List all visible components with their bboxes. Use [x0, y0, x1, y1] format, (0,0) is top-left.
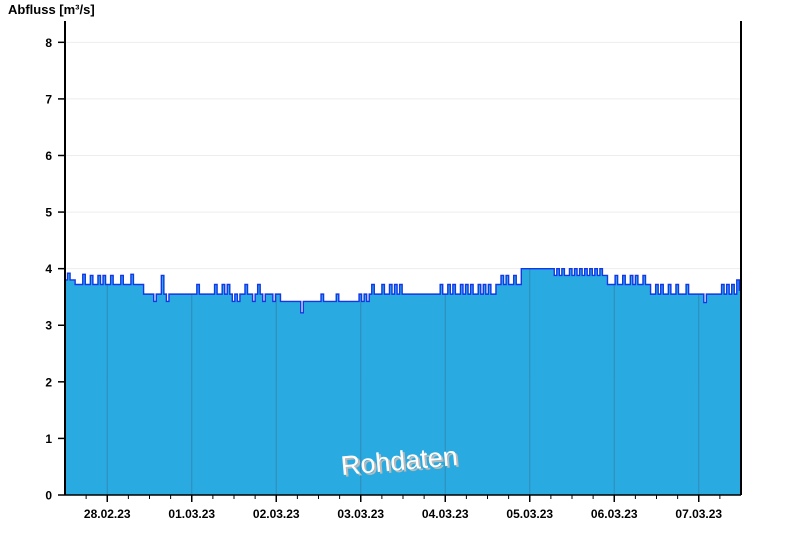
series-area-fill: [65, 268, 741, 495]
y-tick-label-5: 5: [45, 206, 52, 220]
x-tick-label-5: 05.03.23: [506, 507, 553, 521]
area-fill-path: [65, 268, 741, 495]
y-tick-label-1: 1: [45, 432, 52, 446]
x-tick-label-3: 03.03.23: [337, 507, 384, 521]
y-tick-label-4: 4: [45, 262, 52, 276]
series-step-line: [65, 267, 741, 314]
x-tick-label-7: 07.03.23: [675, 507, 722, 521]
y-tick-label-2: 2: [45, 375, 52, 389]
y-tick-label-7: 7: [45, 92, 52, 106]
day-separator-gridlines: [106, 268, 700, 495]
chart-axis-title: Abfluss [m³/s]: [8, 2, 95, 17]
y-axis-ticks: 0 1 2 3 4 5 6 7 8: [45, 36, 65, 503]
x-tick-label-4: 04.03.23: [422, 507, 469, 521]
x-axis-ticks: 28.02.23 01.03.23 02.03.23 03.03.23 04.03.23…: [84, 495, 722, 521]
x-tick-label-0: 28.02.23: [84, 507, 131, 521]
y-tick-label-8: 8: [45, 36, 52, 50]
x-tick-label-6: 06.03.23: [591, 507, 638, 521]
y-tick-label-6: 6: [45, 149, 52, 163]
y-tick-label-3: 3: [45, 319, 52, 333]
y-tick-label-0: 0: [45, 489, 52, 503]
x-tick-label-2: 02.03.23: [253, 507, 300, 521]
x-tick-label-1: 01.03.23: [168, 507, 215, 521]
series-line: [65, 267, 741, 314]
